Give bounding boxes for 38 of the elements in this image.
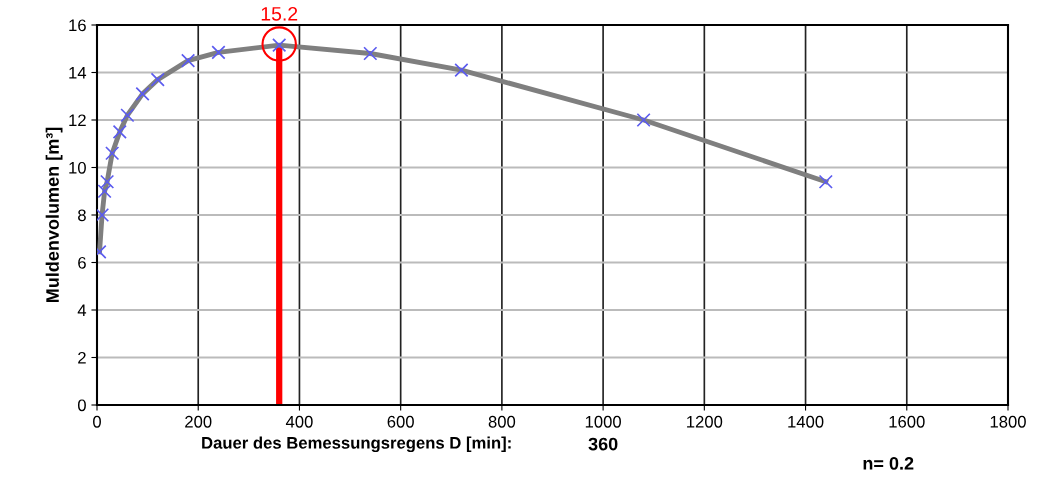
y-tick-label: 0 (77, 399, 86, 412)
text: n= 0.2 (863, 456, 914, 470)
y-tick-label: 16 (69, 19, 86, 32)
point (181, 53, 196, 68)
x-tick-label: 200 (185, 415, 212, 428)
x-axis-title: Dauer des Bemessungsregens D [min]: (202, 436, 511, 453)
y-tick-label: 6 (78, 256, 86, 269)
y-axis-title: Muldenvolumen [m³] (45, 127, 63, 303)
point (100, 174, 115, 189)
x-tick-label: 600 (387, 415, 414, 428)
point (454, 63, 469, 78)
x-tick-label: 800 (488, 415, 516, 428)
point (105, 146, 120, 161)
y-tick-label: 10 (69, 161, 86, 174)
point (818, 174, 833, 189)
point (97, 207, 110, 223)
x-tick-label: 1800 (990, 415, 1026, 428)
y-tick-label: 12 (69, 114, 86, 127)
point (112, 124, 127, 139)
point (135, 86, 150, 101)
x-tick-label: 1400 (788, 415, 824, 428)
text: 360 (588, 437, 618, 451)
x-tick-label: 1200 (687, 415, 723, 428)
y-tick-label: 2 (78, 351, 86, 364)
annotation: 15.2 (261, 6, 298, 21)
y-tick-label: 4 (77, 304, 87, 317)
y-tick-label: 8 (78, 209, 86, 222)
point (211, 45, 226, 60)
x-tick-label: 1600 (889, 415, 925, 428)
x-tick-label: 0 (93, 415, 101, 428)
point (636, 112, 651, 128)
x-tick-label: 400 (285, 415, 313, 428)
point (363, 46, 378, 61)
x-tick-label: 1000 (585, 415, 621, 428)
point (97, 184, 112, 199)
point (150, 72, 165, 87)
point (120, 108, 135, 123)
y-tick-label: 14 (69, 67, 87, 79)
